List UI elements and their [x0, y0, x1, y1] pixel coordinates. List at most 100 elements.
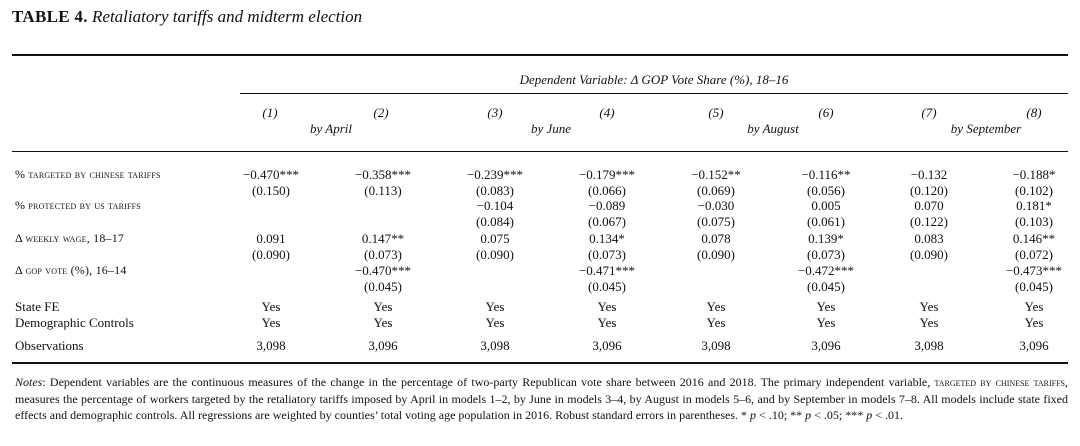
coefficient-cell: −0.116** — [801, 167, 851, 182]
control-indicator-cell: Yes — [919, 315, 939, 330]
control-indicator-cell: Yes — [706, 315, 726, 330]
control-indicator-cell: Yes — [485, 299, 505, 314]
coefficient-cell: −0.358*** — [354, 167, 412, 182]
observations-cell: 3,098 — [256, 338, 286, 353]
coefficient-cell: 0.075 — [480, 231, 510, 246]
standard-error-cell: (0.045) — [1015, 279, 1053, 294]
control-indicator-cell: Yes — [816, 315, 836, 330]
coefficient-cell: −0.239*** — [466, 167, 524, 182]
control-indicator-cell: Yes — [373, 315, 393, 330]
row-label-observations: Observations — [15, 338, 84, 353]
notes-smallcaps: targeted by chinese tariffs — [934, 375, 1065, 389]
notes-threshold-1: < .10; ** — [756, 408, 806, 422]
standard-error-cell: (0.045) — [364, 279, 402, 294]
group-label: by April — [309, 121, 352, 136]
standard-error-cell: (0.120) — [910, 183, 948, 198]
standard-error-cell: (0.056) — [807, 183, 845, 198]
dependent-variable-header: Dependent Variable: Δ GOP Vote Share (%)… — [519, 72, 789, 87]
standard-error-cell: (0.067) — [588, 214, 626, 229]
control-indicator-cell: Yes — [706, 299, 726, 314]
table-caption: TABLE 4. Retaliatory tariffs and midterm… — [12, 7, 362, 27]
coefficient-cell: 0.146** — [1012, 231, 1056, 246]
group-label: by September — [950, 121, 1022, 136]
standard-error-cell: (0.045) — [807, 279, 845, 294]
coefficient-cell: −0.473*** — [1005, 263, 1063, 278]
standard-error-cell: (0.150) — [252, 183, 290, 198]
coefficient-cell: −0.472*** — [797, 263, 855, 278]
row-label-demographic-controls: Demographic Controls — [15, 315, 134, 330]
standard-error-cell: (0.084) — [476, 214, 514, 229]
table-notes: Notes: Dependent variables are the conti… — [15, 374, 1068, 424]
coefficient-cell: −0.188* — [1012, 167, 1056, 182]
row-label-gop-vote: Δ gop vote (%), 16–14 — [15, 263, 127, 277]
coefficient-cell: 0.147** — [361, 231, 405, 246]
coefficient-cell: −0.471*** — [578, 263, 636, 278]
coefficient-cell: 0.005 — [811, 198, 841, 213]
dependent-variable-rule — [240, 93, 1068, 94]
coefficient-cell: −0.030 — [697, 198, 735, 213]
coefficient-cell: 0.083 — [914, 231, 944, 246]
notes-p-1: p — [750, 408, 757, 422]
coefficient-cell: 0.078 — [701, 231, 731, 246]
observations-cell: 3,098 — [914, 338, 944, 353]
observations-cell: 3,098 — [480, 338, 510, 353]
bottom-rule — [12, 362, 1068, 364]
top-rule — [12, 54, 1068, 56]
coefficient-cell: 0.181* — [1016, 198, 1052, 213]
group-label: by June — [530, 121, 572, 136]
notes-p-2: p — [805, 408, 812, 422]
table-title: Retaliatory tariffs and midterm election — [92, 7, 363, 26]
standard-error-cell: (0.072) — [1015, 247, 1053, 262]
coefficient-cell: −0.179*** — [578, 167, 636, 182]
model-number: (5) — [708, 105, 724, 120]
standard-error-cell: (0.090) — [697, 247, 735, 262]
coefficient-cell: 0.070 — [914, 198, 944, 213]
coefficient-cell: −0.132 — [910, 167, 948, 182]
standard-error-cell: (0.090) — [476, 247, 514, 262]
coefficient-cell: 0.139* — [808, 231, 844, 246]
coefficient-cell: −0.152** — [691, 167, 741, 182]
observations-cell: 3,096 — [368, 338, 398, 353]
notes-p-3: p — [866, 408, 873, 422]
model-number: (7) — [921, 105, 937, 120]
model-number: (6) — [818, 105, 834, 120]
standard-error-cell: (0.103) — [1015, 214, 1053, 229]
model-number: (4) — [599, 105, 615, 120]
coefficient-cell: −0.470*** — [354, 263, 412, 278]
standard-error-cell: (0.075) — [697, 214, 735, 229]
row-label-state-fe: State FE — [15, 299, 60, 314]
group-label: by August — [747, 121, 799, 136]
standard-error-cell: (0.083) — [476, 183, 514, 198]
coefficient-cell: −0.104 — [476, 198, 514, 213]
row-label-targeted-chinese: % targeted by chinese tariffs — [15, 167, 161, 181]
row-label-weekly-wage: Δ weekly wage, 18–17 — [15, 231, 125, 245]
standard-error-cell: (0.069) — [697, 183, 735, 198]
coefficient-cell: −0.089 — [588, 198, 626, 213]
control-indicator-cell: Yes — [261, 299, 281, 314]
notes-threshold-3: < .01. — [872, 408, 904, 422]
coefficient-cell: 0.091 — [256, 231, 286, 246]
notes-text-1: : Dependent variables are the continuous… — [42, 375, 935, 389]
standard-error-cell: (0.090) — [910, 247, 948, 262]
control-indicator-cell: Yes — [1024, 315, 1044, 330]
standard-error-cell: (0.090) — [252, 247, 290, 262]
standard-error-cell: (0.066) — [588, 183, 626, 198]
standard-error-cell: (0.122) — [910, 214, 948, 229]
standard-error-cell: (0.073) — [588, 247, 626, 262]
table-label: TABLE 4. — [12, 7, 88, 26]
notes-threshold-2: < .05; *** — [811, 408, 867, 422]
control-indicator-cell: Yes — [1024, 299, 1044, 314]
control-indicator-cell: Yes — [816, 299, 836, 314]
standard-error-cell: (0.073) — [807, 247, 845, 262]
control-indicator-cell: Yes — [485, 315, 505, 330]
standard-error-cell: (0.102) — [1015, 183, 1053, 198]
model-number: (8) — [1026, 105, 1042, 120]
standard-error-cell: (0.061) — [807, 214, 845, 229]
observations-cell: 3,096 — [1019, 338, 1049, 353]
observations-cell: 3,096 — [811, 338, 841, 353]
standard-error-cell: (0.073) — [364, 247, 402, 262]
model-number: (2) — [373, 105, 389, 120]
notes-lead: Notes — [15, 375, 43, 389]
control-indicator-cell: Yes — [261, 315, 281, 330]
coefficient-cell: −0.470*** — [242, 167, 300, 182]
